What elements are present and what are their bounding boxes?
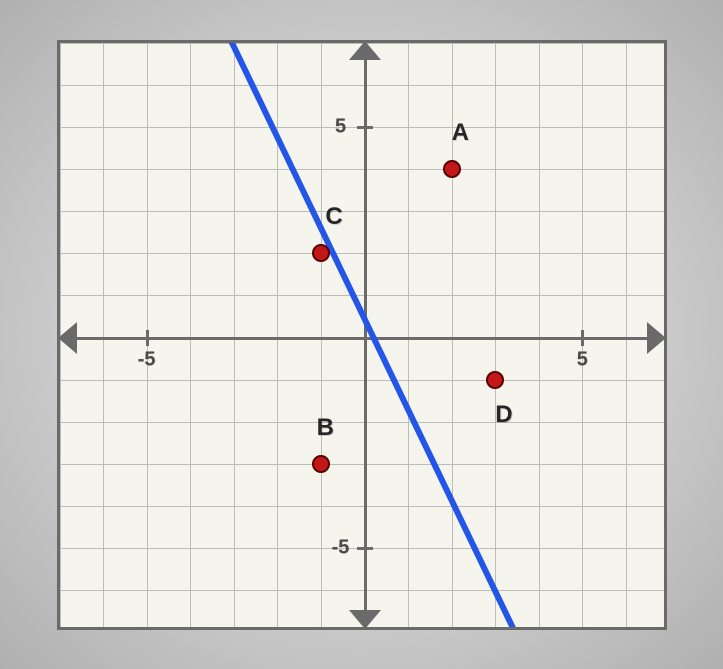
point-label-d: D: [495, 401, 512, 429]
grid-line-horizontal: [60, 380, 664, 381]
point-c: [312, 244, 330, 262]
point-a: [443, 160, 461, 178]
axis-tick: [146, 330, 149, 346]
grid-line-horizontal: [60, 464, 664, 465]
grid-line-vertical: [190, 43, 191, 627]
point-b: [312, 455, 330, 473]
grid-line-horizontal: [60, 85, 664, 86]
coordinate-plane: -5 5 5 -5 A B C D: [60, 43, 664, 627]
y-axis: [364, 43, 367, 627]
y-tick-label: 5: [335, 115, 346, 138]
point-label-a: A: [452, 119, 469, 147]
grid-line-horizontal: [60, 253, 664, 254]
grid-line-vertical: [626, 43, 627, 627]
point-label-c: C: [325, 203, 342, 231]
x-axis: [60, 337, 664, 340]
y-tick-label: -5: [332, 537, 350, 560]
axis-tick: [357, 547, 373, 550]
grid-line-horizontal: [60, 506, 664, 507]
axis-tick: [357, 126, 373, 129]
x-axis-arrow-right: [647, 322, 664, 354]
grid-line-vertical: [103, 43, 104, 627]
grid-line-vertical: [321, 43, 322, 627]
y-axis-arrow-up: [349, 43, 381, 60]
grid-line-vertical: [408, 43, 409, 627]
point-d: [486, 371, 504, 389]
x-tick-label: -5: [138, 348, 156, 371]
grid-line-vertical: [234, 43, 235, 627]
axis-tick: [581, 330, 584, 346]
point-label-b: B: [317, 414, 334, 442]
grid-line-horizontal: [60, 169, 664, 170]
grid-line-horizontal: [60, 422, 664, 423]
grid-line-vertical: [495, 43, 496, 627]
grid-line-horizontal: [60, 211, 664, 212]
grid-line-horizontal: [60, 590, 664, 591]
y-axis-arrow-down: [349, 610, 381, 627]
x-axis-arrow-left: [60, 322, 77, 354]
grid-line-vertical: [539, 43, 540, 627]
x-tick-label: 5: [577, 348, 588, 371]
plotted-line: [228, 43, 517, 627]
grid-line-horizontal: [60, 295, 664, 296]
coordinate-plane-frame: -5 5 5 -5 A B C D: [57, 40, 667, 630]
